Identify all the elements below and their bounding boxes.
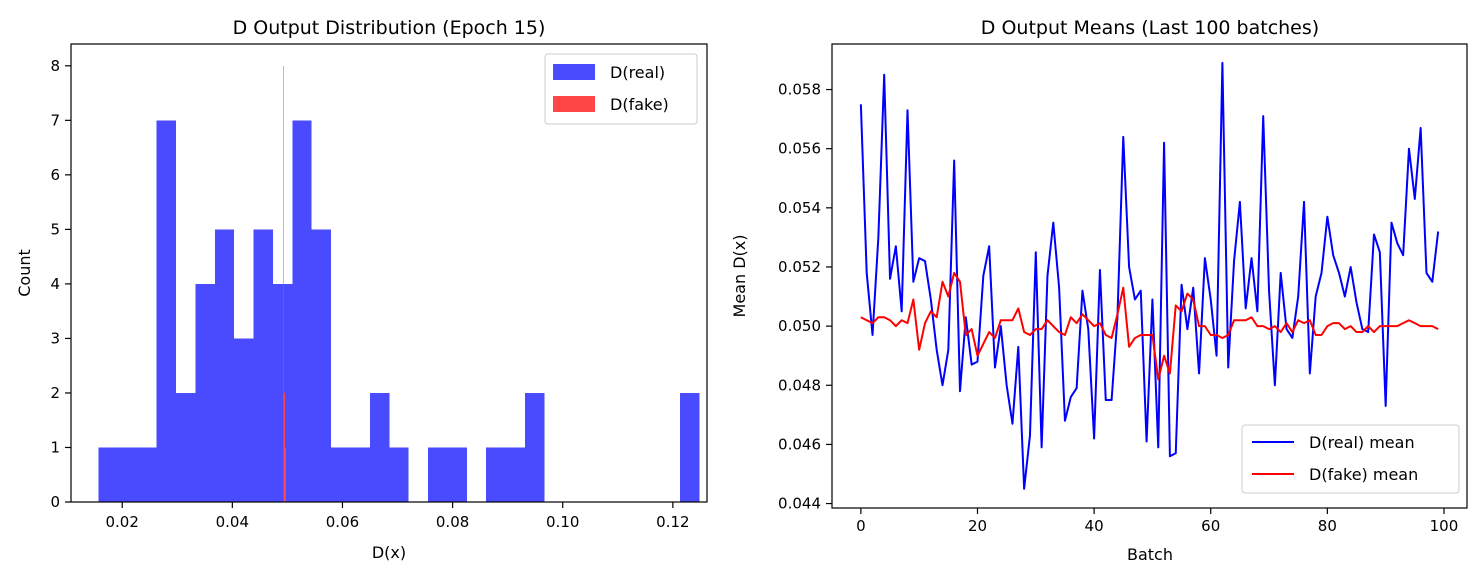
bar-fake-9 <box>285 447 286 502</box>
legend-swatch-fake <box>553 96 595 112</box>
line-panel: D Output Means (Last 100 batches) 0 20 40 6… <box>730 17 1468 564</box>
y-tick-label: 0.044 <box>778 495 821 513</box>
histogram-title: D Output Distribution (Epoch 15) <box>233 17 546 39</box>
bar-real-8 <box>253 229 273 502</box>
x-tick-label: 0.12 <box>656 513 689 531</box>
bar-real-12 <box>331 447 351 502</box>
x-tick-label: 60 <box>1201 517 1220 535</box>
legend-swatch-real <box>553 64 595 80</box>
x-tick-label: 100 <box>1430 517 1459 535</box>
y-tick-label: 0.048 <box>778 376 821 394</box>
bar-real-6 <box>214 229 235 502</box>
y-tick-label: 4 <box>50 275 60 293</box>
y-tick-label: 1 <box>50 438 60 456</box>
histogram-x-label: D(x) <box>372 543 406 562</box>
bar-real-3 <box>156 120 177 502</box>
histogram-y-label: Count <box>15 249 34 297</box>
y-tick-label: 0.052 <box>778 258 821 276</box>
x-tick-label: 40 <box>1085 517 1104 535</box>
bar-real-21 <box>505 447 525 502</box>
bar-real-18 <box>447 447 467 502</box>
x-tick-label: 0.02 <box>106 513 139 531</box>
bar-fake-2 <box>283 392 285 502</box>
histogram-y-ticks: 0 1 2 3 4 5 6 7 8 <box>50 57 71 511</box>
y-tick-label: 2 <box>50 384 60 402</box>
bar-fake-6 <box>284 447 286 502</box>
bar-real-7 <box>234 338 254 502</box>
x-tick-label: 0 <box>856 517 866 535</box>
bar-real-20 <box>486 447 506 502</box>
histogram-axes-frame <box>70 43 708 503</box>
line-series-fake-mean <box>860 271 1439 381</box>
x-tick-label: 0.06 <box>326 513 359 531</box>
x-tick-label: 0.04 <box>216 513 249 531</box>
line-y-label: Mean D(x) <box>730 235 749 318</box>
line-x-label: Batch <box>1127 545 1173 564</box>
bar-real-5 <box>195 283 215 502</box>
y-tick-label: 0.050 <box>778 317 821 335</box>
legend-label-real-mean: D(real) mean <box>1309 433 1415 452</box>
line-axes-frame <box>831 43 1468 509</box>
legend-label-real: D(real) <box>610 63 665 82</box>
x-tick-label: 0.10 <box>546 513 579 531</box>
y-tick-label: 0.058 <box>778 81 821 99</box>
bar-real-30 <box>680 392 700 502</box>
x-tick-label: 20 <box>968 517 987 535</box>
bar-real-9 <box>272 283 293 502</box>
histogram-legend: D(real) D(fake) <box>544 53 698 125</box>
bar-fake-4 <box>284 392 285 502</box>
bar-real-10 <box>292 120 312 502</box>
line-title: D Output Means (Last 100 batches) <box>981 17 1319 39</box>
legend-label-fake-mean: D(fake) mean <box>1309 465 1418 484</box>
bar-real-15 <box>389 447 409 502</box>
bar-real-4 <box>176 392 196 502</box>
bar-real-17 <box>428 447 448 502</box>
y-tick-label: 6 <box>50 166 60 184</box>
line-series <box>859 61 1440 490</box>
histogram-panel: D Output Distribution (Epoch 15) 0.02 0.0… <box>15 17 708 562</box>
y-tick-label: 0.054 <box>778 199 821 217</box>
line-legend: D(real) mean D(fake) mean <box>1241 424 1460 494</box>
bar-real-2 <box>137 447 157 502</box>
bar-real-1 <box>117 447 138 502</box>
y-tick-label: 7 <box>50 111 60 129</box>
y-tick-label: 0.046 <box>778 435 821 453</box>
bar-real-14 <box>369 392 390 502</box>
x-tick-label: 0.08 <box>436 513 469 531</box>
bar-real-0 <box>98 447 118 502</box>
y-tick-label: 0.056 <box>778 140 821 158</box>
y-tick-label: 3 <box>50 329 60 347</box>
line-legend-box <box>1241 424 1460 494</box>
bar-fake-1 <box>283 65 285 503</box>
line-y-ticks: 0.044 0.046 0.048 0.050 0.052 0.054 0.056 0.058 <box>778 81 832 513</box>
bar-real-11 <box>311 229 332 502</box>
x-tick-label: 80 <box>1318 517 1337 535</box>
histogram-x-ticks: 0.02 0.04 0.06 0.08 0.10 0.12 <box>106 502 690 531</box>
bar-real-13 <box>350 447 370 502</box>
bar-real-22 <box>524 392 545 502</box>
y-tick-label: 8 <box>50 57 60 75</box>
y-tick-label: 5 <box>50 220 60 238</box>
y-tick-label: 0 <box>50 493 60 511</box>
legend-label-fake: D(fake) <box>610 95 669 114</box>
line-x-ticks: 0 20 40 60 80 100 <box>856 508 1458 535</box>
histogram-bars <box>98 65 700 503</box>
